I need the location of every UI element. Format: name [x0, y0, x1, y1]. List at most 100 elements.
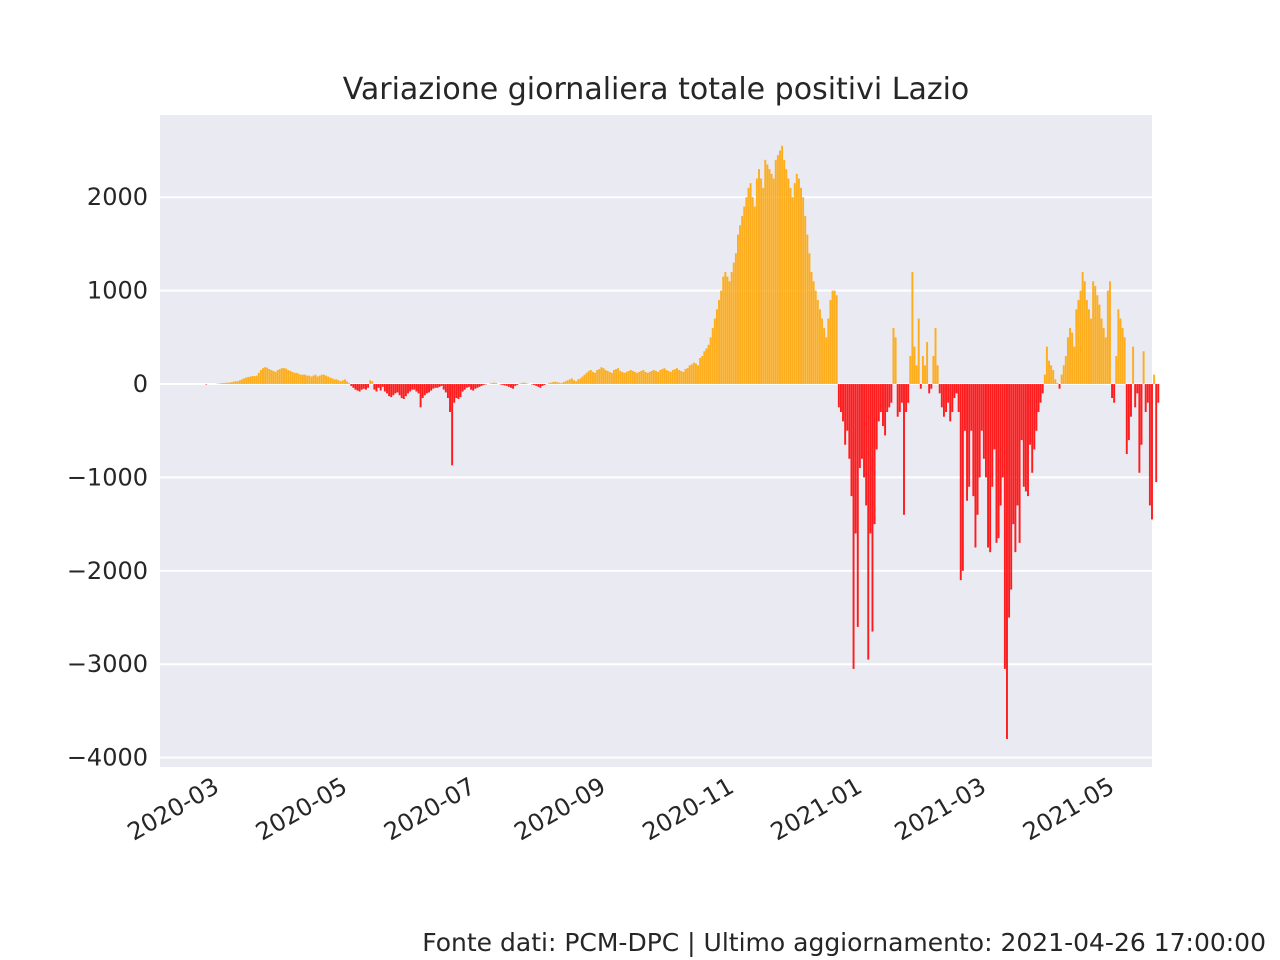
bar [226, 382, 229, 385]
bar [1113, 384, 1116, 403]
bar [680, 370, 683, 385]
x-tick-label: 2020-05 [251, 772, 352, 846]
bar [257, 372, 260, 385]
bar [762, 187, 765, 385]
bar [917, 318, 920, 385]
bar [850, 384, 853, 497]
bar [673, 369, 676, 385]
bar [900, 384, 903, 403]
bar [617, 368, 620, 385]
bar [669, 371, 672, 385]
bar [310, 376, 313, 385]
x-tick-label: 2020-09 [510, 772, 611, 846]
bar [793, 183, 796, 385]
bar [924, 365, 926, 385]
bar [961, 384, 964, 571]
bar [392, 384, 395, 396]
bar [1016, 384, 1019, 506]
bar [425, 384, 428, 394]
bar [1092, 281, 1095, 385]
bar [1115, 356, 1118, 385]
bar [999, 384, 1002, 506]
bar [879, 384, 882, 413]
bar [436, 384, 439, 388]
bar [682, 371, 685, 385]
bar [865, 384, 868, 506]
bar [816, 299, 819, 385]
bar [818, 309, 821, 385]
bar [1064, 356, 1067, 385]
bar [1066, 337, 1069, 385]
bar [854, 384, 857, 534]
bar [978, 384, 981, 478]
bar [470, 384, 473, 390]
bar [402, 384, 405, 399]
bar [285, 368, 288, 385]
bar [659, 370, 662, 385]
bar [1077, 299, 1080, 385]
bar [350, 384, 353, 386]
bar [1024, 384, 1027, 492]
bar [583, 374, 586, 385]
bar [415, 384, 418, 392]
bar [295, 372, 298, 385]
bar [629, 370, 632, 385]
bar [804, 215, 807, 385]
bar [1153, 374, 1156, 385]
bar [369, 380, 372, 385]
bar [797, 178, 800, 385]
bar [430, 384, 433, 391]
bar [905, 384, 908, 413]
bar [867, 384, 870, 660]
bar [985, 384, 987, 478]
bar [667, 370, 670, 385]
bar [863, 384, 866, 478]
bar [934, 327, 937, 385]
bar [947, 384, 950, 403]
bar [638, 371, 641, 385]
bar [245, 377, 248, 385]
bar [1157, 384, 1160, 403]
bar [417, 384, 420, 394]
bar [692, 362, 695, 385]
bar [522, 382, 525, 385]
bar [264, 367, 267, 385]
bar [791, 197, 794, 385]
bar [1056, 383, 1059, 385]
bar [1054, 379, 1057, 385]
bar [644, 371, 647, 385]
bar [1041, 384, 1044, 394]
bar [896, 384, 899, 417]
bar [581, 376, 584, 385]
bar [831, 290, 834, 385]
bar [1006, 384, 1008, 739]
bar [686, 368, 689, 385]
y-tick-label: 0 [133, 370, 148, 398]
bar [316, 376, 319, 385]
bar [238, 380, 241, 385]
bar [892, 327, 895, 385]
bar [507, 384, 510, 387]
bar [598, 369, 601, 385]
bar [228, 382, 231, 385]
bar [339, 381, 342, 385]
bar [823, 327, 826, 385]
bar [230, 382, 233, 385]
bar [388, 384, 391, 397]
bar [951, 384, 954, 413]
bar [375, 384, 378, 392]
bar [795, 173, 798, 385]
bar [1144, 384, 1147, 413]
bar [1045, 346, 1048, 385]
bar [627, 370, 630, 385]
bar [459, 384, 462, 398]
bar [955, 384, 958, 394]
y-tick-label: −4000 [67, 744, 148, 772]
bar [560, 383, 563, 385]
bar [753, 206, 756, 385]
bar [886, 384, 889, 413]
bar [678, 370, 681, 385]
bar [976, 384, 979, 515]
bar [234, 381, 237, 385]
bar [1106, 290, 1109, 385]
